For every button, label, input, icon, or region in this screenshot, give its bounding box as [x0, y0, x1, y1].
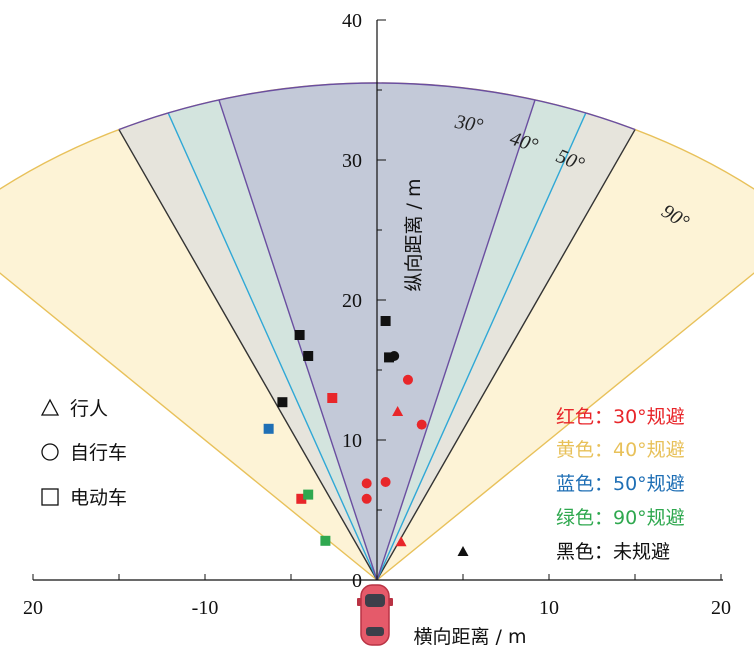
point-circle-9 [402, 374, 413, 385]
shape-legend-label: 电动车 [70, 487, 127, 509]
sector-edge-left-0 [0, 272, 378, 581]
legend-circle-icon [41, 443, 59, 461]
y-tick-label: 10 [342, 430, 362, 452]
color-legend-label: 绿色：90°规避 [556, 507, 685, 529]
x-tick-label: -10 [192, 597, 219, 619]
point-square-8 [296, 493, 307, 504]
legend-square-icon [41, 488, 59, 506]
point-square-18 [320, 535, 331, 546]
sector-edge-left-1 [118, 129, 378, 581]
color-legend-label: 黄色：40°规避 [556, 439, 685, 461]
point-square-1 [303, 351, 314, 361]
color-legend-label: 黑色：未规避 [556, 541, 670, 563]
point-square-4 [384, 352, 395, 363]
y-tick-label: 30 [342, 150, 362, 172]
car-icon [357, 584, 393, 646]
y-tick-label: 40 [342, 10, 362, 32]
point-triangle-6 [457, 546, 469, 556]
x-tick-label: 20 [711, 597, 731, 619]
point-square-3 [380, 316, 391, 326]
point-circle-12 [361, 478, 372, 489]
color-legend-label: 红色：30°规避 [556, 406, 685, 428]
shape-legend-label: 行人 [70, 398, 108, 420]
data-points [263, 316, 469, 556]
point-circle-10 [416, 419, 427, 430]
point-square-16 [263, 423, 274, 434]
y-tick-label: 20 [342, 290, 362, 312]
color-legend-label: 蓝色：50°规避 [556, 473, 685, 495]
sector-edge-right-1 [376, 129, 636, 581]
point-square-17 [303, 489, 314, 500]
sector-edge-right-3 [376, 99, 536, 581]
x-tick-label: 10 [539, 597, 559, 619]
legend-triangle-icon [40, 398, 60, 416]
point-square-7 [327, 393, 338, 403]
point-triangle-15 [395, 536, 407, 547]
point-circle-13 [361, 493, 372, 504]
axes: 20-1001020010203040 [23, 10, 731, 619]
sector-labels: 90°50°40°30° [452, 111, 693, 234]
x-axis-label: 横向距离 / m [414, 626, 527, 648]
point-circle-5 [389, 351, 400, 361]
point-square-2 [277, 397, 288, 408]
sector-edge-right-0 [376, 272, 754, 581]
sector-edge-left-2 [167, 112, 378, 581]
point-triangle-11 [392, 406, 404, 416]
sector-edge-right-2 [376, 112, 587, 581]
y-axis-label: 纵向距离 / m [403, 179, 425, 292]
sector-label-3: 30° [452, 111, 484, 138]
shape-legend-label: 自行车 [70, 442, 127, 464]
point-circle-14 [380, 477, 391, 487]
y-tick-label: 0 [352, 570, 362, 592]
point-square-0 [294, 330, 305, 340]
x-tick-label: 20 [23, 597, 43, 619]
